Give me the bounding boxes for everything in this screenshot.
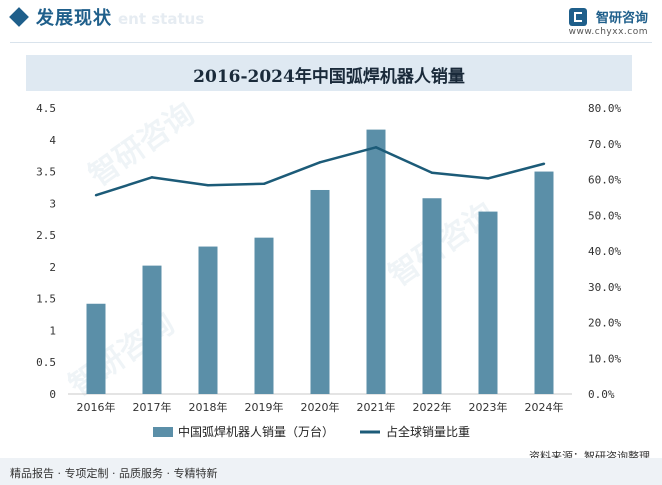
x-tick-label: 2020年 — [301, 400, 340, 414]
y-right-tick-label: 0.0% — [588, 388, 615, 401]
x-tick-label: 2023年 — [469, 400, 508, 414]
bar — [534, 171, 554, 394]
y-left-tick-label: 2 — [49, 261, 56, 274]
diamond-icon — [9, 7, 29, 27]
brand-name: 智研咨询 — [595, 11, 648, 26]
line-series — [95, 146, 545, 197]
footer-tagline: 精品报告 · 专项定制 · 品质服务 · 专精特新 — [10, 467, 218, 480]
chart-title-box: 2016-2024年中国弧焊机器人销量 — [26, 55, 632, 91]
y-right-tick-label: 60.0% — [588, 174, 621, 187]
chart: 0 0.5 1 1.5 2 2.5 3 3.5 4 4.5 0.0% 10.0% 20.0% 30.0% 4… — [36, 102, 621, 439]
y-right-tick-label: 50.0% — [588, 209, 621, 222]
legend-bar-swatch — [153, 427, 173, 437]
section-subtitle: ent status — [118, 10, 205, 28]
x-tick-label: 2019年 — [245, 400, 284, 414]
legend-line-label: 占全球销量比重 — [386, 424, 470, 439]
line-point — [542, 162, 546, 165]
bar — [366, 129, 386, 394]
y-right-tick-label: 70.0% — [588, 138, 621, 151]
y-right-tick-label: 80.0% — [588, 102, 621, 115]
y-left-tick-label: 2.5 — [36, 229, 56, 242]
x-tick-label: 2016年 — [77, 400, 116, 414]
x-tick-label: 2021年 — [357, 400, 396, 414]
y-left-tick-label: 4.5 — [36, 102, 56, 115]
line-point — [430, 171, 434, 174]
line-point — [318, 161, 322, 164]
section-header: 发展现状 ent status 智研咨询 www.chyxx.com — [0, 0, 662, 40]
bar — [310, 189, 330, 394]
y-left-tick-label: 3 — [49, 197, 56, 210]
y-left-tick-label: 1.5 — [36, 293, 56, 306]
section-title: 发展现状 — [36, 8, 112, 29]
y-left-tick-label: 1 — [49, 324, 56, 337]
line-point — [206, 184, 210, 187]
y-right-tick-label: 10.0% — [588, 352, 621, 365]
line-point — [374, 146, 378, 149]
brand-url: www.chyxx.com — [568, 27, 648, 37]
bar — [478, 211, 498, 394]
bar — [86, 303, 106, 394]
x-tick-label: 2018年 — [189, 400, 228, 414]
bar — [198, 246, 218, 394]
y-left-tick-label: 0 — [49, 388, 56, 401]
y-left-tick-label: 4 — [49, 134, 56, 147]
x-tick-label: 2022年 — [413, 400, 452, 414]
y-right-tick-label: 20.0% — [588, 317, 621, 330]
brand-logo-icon — [568, 7, 587, 26]
y-left-tick-label: 0.5 — [36, 356, 56, 369]
y-right-tick-label: 40.0% — [588, 245, 621, 258]
bar — [422, 198, 442, 394]
bar — [254, 237, 274, 394]
x-tick-label: 2024年 — [525, 400, 564, 414]
brand: 智研咨询 www.chyxx.com — [569, 6, 648, 37]
x-tick-label: 2017年 — [133, 400, 172, 414]
line-point — [94, 194, 98, 197]
line-point — [150, 176, 154, 179]
y-right-tick-label: 30.0% — [588, 281, 621, 294]
header-divider — [10, 42, 652, 43]
line-point — [262, 182, 266, 185]
line-point — [486, 177, 490, 180]
y-left-tick-label: 3.5 — [36, 166, 56, 179]
footer-bar: 精品报告 · 专项定制 · 品质服务 · 专精特新 — [0, 458, 662, 485]
bar — [142, 265, 162, 394]
chart-title: 2016-2024年中国弧焊机器人销量 — [193, 67, 465, 87]
legend-bar-label: 中国弧焊机器人销量（万台） — [178, 424, 334, 439]
